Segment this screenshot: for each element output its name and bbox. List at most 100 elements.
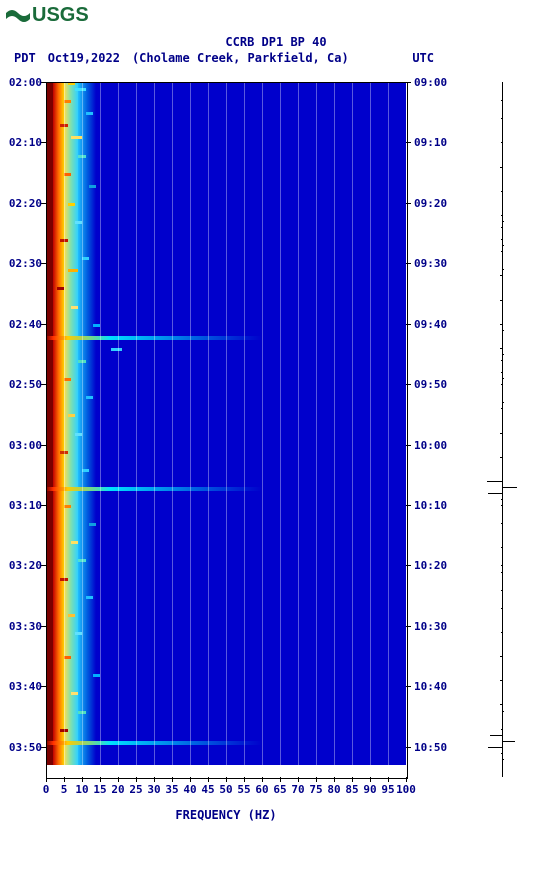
gridline: [154, 82, 155, 777]
seismo-sample: [502, 245, 504, 246]
seismo-sample: [502, 426, 503, 427]
seismo-sample: [500, 167, 502, 168]
seismo-sample: [502, 294, 503, 295]
gridline: [298, 82, 299, 777]
seismo-sample: [488, 747, 502, 748]
x-tick-mark: [46, 777, 47, 782]
seismo-sample: [501, 215, 502, 216]
x-tick-label: 5: [61, 783, 68, 796]
x-tick-label: 45: [201, 783, 214, 796]
y-tick-mark-right: [406, 142, 411, 143]
seismo-sample: [501, 523, 502, 524]
seismo-sample: [502, 94, 503, 95]
seismo-sample: [502, 185, 503, 186]
seismo-sample: [501, 251, 502, 252]
x-tick-mark: [262, 777, 263, 782]
location-label: (Cholame Creek, Parkfield, Ca): [132, 51, 349, 65]
x-tick-mark: [406, 777, 407, 782]
spectro-speckle: [71, 136, 82, 139]
date-label: Oct19,2022: [48, 51, 120, 65]
seismo-sample: [500, 300, 502, 301]
seismo-sample: [502, 209, 503, 210]
y-tick-label-left: 02:50: [8, 378, 42, 391]
seismo-sample: [501, 227, 502, 228]
spectro-speckle: [86, 596, 93, 599]
y-tick-label-left: 02:20: [8, 197, 42, 210]
seismo-sample: [502, 257, 503, 258]
gridline: [352, 82, 353, 777]
spectro-speckle: [68, 614, 75, 617]
gridline: [244, 82, 245, 777]
spectro-speckle: [75, 88, 86, 91]
seismo-sample: [502, 692, 503, 693]
seismo-sample: [501, 118, 502, 119]
seismo-sample: [501, 408, 502, 409]
spectro-speckle: [71, 306, 78, 309]
seismo-sample: [502, 698, 503, 699]
spectro-speckle: [75, 433, 82, 436]
x-tick-label: 0: [43, 783, 50, 796]
seismo-sample: [502, 559, 503, 560]
gridline: [190, 82, 191, 777]
seismo-sample: [502, 511, 503, 512]
y-tick-label-right: 10:00: [414, 439, 447, 452]
x-tick-mark: [352, 777, 353, 782]
seismo-sample: [502, 475, 503, 476]
gridline: [316, 82, 317, 777]
seismo-sample: [501, 372, 502, 373]
x-tick-label: 85: [345, 783, 358, 796]
x-tick-label: 75: [309, 783, 322, 796]
seismo-sample: [502, 263, 503, 264]
seismo-sample: [501, 360, 502, 361]
y-tick-label-right: 10:10: [414, 499, 447, 512]
seismo-sample: [502, 124, 503, 125]
seismo-sample: [502, 197, 503, 198]
x-tick-label: 60: [255, 783, 268, 796]
spectro-speckle: [71, 541, 78, 544]
seismo-sample: [500, 680, 502, 681]
seismo-sample: [501, 499, 502, 500]
seismo-sample: [501, 191, 502, 192]
seismo-sample: [502, 451, 503, 452]
seismo-sample: [502, 517, 503, 518]
seismo-sample: [502, 553, 503, 554]
spectro-speckle: [64, 378, 71, 381]
seismo-sample: [501, 753, 502, 754]
seismo-sample: [501, 590, 502, 591]
x-tick-mark: [388, 777, 389, 782]
spectro-speckle: [64, 656, 71, 659]
x-tick-mark: [118, 777, 119, 782]
x-tick-mark: [316, 777, 317, 782]
seismo-sample: [502, 469, 503, 470]
seismo-sample: [501, 547, 502, 548]
spectro-speckle: [75, 632, 82, 635]
y-tick-label-left: 03:30: [8, 620, 42, 633]
y-tick-label-left: 02:10: [8, 136, 42, 149]
seismo-sample: [502, 445, 503, 446]
y-tick-label-left: 03:00: [8, 439, 42, 452]
y-tick-label-left: 03:10: [8, 499, 42, 512]
gridline: [118, 82, 119, 777]
gridline: [370, 82, 371, 777]
tz-right-label: UTC: [412, 51, 538, 65]
spectro-speckle: [64, 173, 71, 176]
seismo-sample: [502, 596, 503, 597]
seismo-sample: [502, 644, 503, 645]
seismo-sample: [502, 674, 503, 675]
gridline: [262, 82, 263, 777]
seismogram-panel: [472, 82, 532, 777]
x-tick-label: 30: [147, 783, 160, 796]
seismo-sample: [501, 572, 502, 573]
x-tick-label: 55: [237, 783, 250, 796]
gridline: [280, 82, 281, 777]
seismo-sample: [502, 287, 503, 288]
spectro-speckle: [75, 221, 82, 224]
x-tick-label: 100: [396, 783, 416, 796]
seismo-sample: [490, 735, 502, 736]
x-axis-label: FREQUENCY (HZ): [175, 808, 276, 822]
tz-left-label: PDT: [14, 51, 36, 65]
seismo-sample: [502, 439, 503, 440]
seismo-sample: [500, 324, 502, 325]
spectro-speckle: [86, 112, 93, 115]
seismo-sample: [502, 306, 503, 307]
